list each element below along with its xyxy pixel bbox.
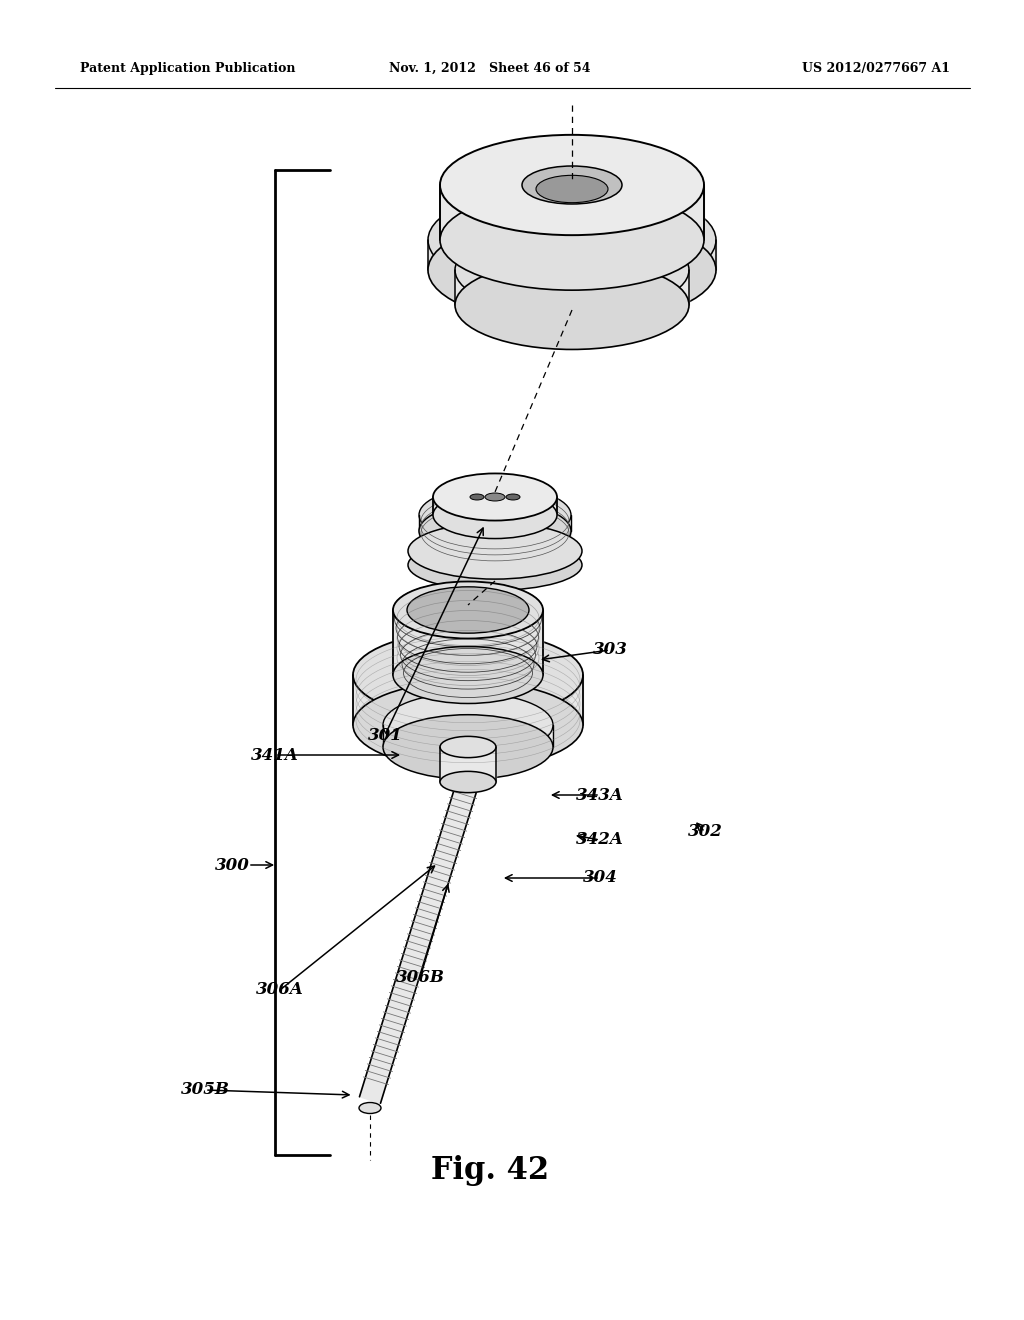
Ellipse shape — [440, 190, 705, 290]
Polygon shape — [359, 779, 478, 1104]
Ellipse shape — [470, 494, 484, 500]
Ellipse shape — [383, 714, 553, 779]
Text: 342A: 342A — [577, 832, 624, 849]
Polygon shape — [419, 531, 571, 550]
Ellipse shape — [428, 185, 716, 294]
Polygon shape — [353, 675, 583, 725]
Text: 302: 302 — [687, 824, 723, 841]
Text: 306B: 306B — [395, 969, 444, 986]
Ellipse shape — [536, 176, 608, 203]
Polygon shape — [393, 610, 543, 675]
Ellipse shape — [419, 486, 571, 544]
Text: 300: 300 — [215, 857, 250, 874]
Ellipse shape — [433, 474, 557, 520]
Polygon shape — [455, 271, 689, 305]
Text: 305B: 305B — [180, 1081, 229, 1098]
Ellipse shape — [353, 681, 583, 768]
Ellipse shape — [428, 215, 716, 325]
Ellipse shape — [522, 166, 622, 205]
Ellipse shape — [407, 587, 529, 634]
Ellipse shape — [440, 135, 705, 235]
Text: Fig. 42: Fig. 42 — [431, 1155, 549, 1185]
Polygon shape — [428, 240, 716, 271]
Ellipse shape — [455, 260, 689, 350]
Ellipse shape — [455, 226, 689, 314]
Ellipse shape — [408, 540, 582, 590]
Text: Patent Application Publication: Patent Application Publication — [80, 62, 296, 75]
Polygon shape — [440, 185, 705, 240]
Ellipse shape — [359, 1102, 381, 1114]
Ellipse shape — [393, 647, 543, 704]
Text: 303: 303 — [593, 642, 628, 659]
Text: 306A: 306A — [256, 982, 304, 998]
Text: 341A: 341A — [251, 747, 299, 763]
Ellipse shape — [393, 582, 543, 639]
Polygon shape — [383, 725, 553, 747]
Polygon shape — [433, 498, 557, 515]
Text: 301: 301 — [368, 726, 402, 743]
Text: 304: 304 — [583, 870, 617, 887]
Ellipse shape — [433, 491, 557, 539]
Text: US 2012/0277667 A1: US 2012/0277667 A1 — [802, 62, 950, 75]
Ellipse shape — [440, 771, 496, 792]
Ellipse shape — [506, 494, 520, 500]
Text: 343A: 343A — [577, 787, 624, 804]
Ellipse shape — [419, 502, 571, 560]
Ellipse shape — [440, 737, 496, 758]
Polygon shape — [419, 515, 571, 531]
Ellipse shape — [485, 492, 505, 502]
Ellipse shape — [353, 631, 583, 718]
Ellipse shape — [383, 693, 553, 758]
Polygon shape — [440, 747, 496, 781]
Ellipse shape — [408, 523, 582, 579]
Text: Nov. 1, 2012   Sheet 46 of 54: Nov. 1, 2012 Sheet 46 of 54 — [389, 62, 591, 75]
